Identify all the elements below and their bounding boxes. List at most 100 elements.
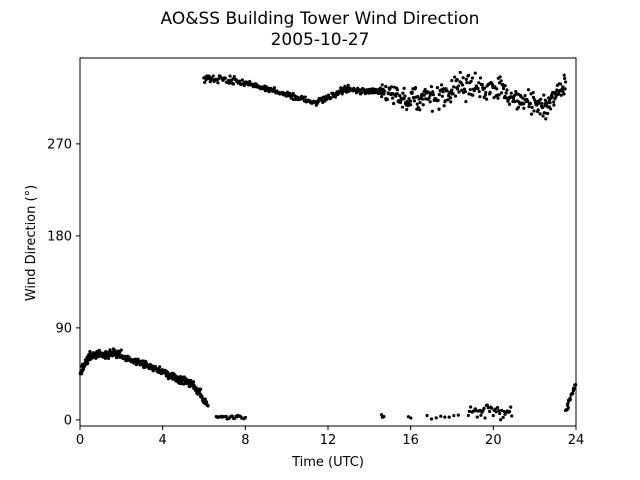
data-point [413, 85, 418, 90]
data-point [548, 100, 552, 105]
data-point [88, 349, 92, 354]
data-point [403, 94, 407, 98]
data-point [442, 87, 446, 91]
data-point [545, 101, 549, 105]
data-point [418, 100, 422, 105]
data-point [385, 97, 389, 101]
data-point [409, 103, 413, 107]
data-point [495, 87, 499, 91]
data-point [482, 406, 486, 411]
data-point [466, 413, 470, 418]
data-point [488, 90, 492, 95]
data-point [516, 105, 521, 110]
data-point [443, 415, 447, 419]
x-tick-label: 20 [485, 433, 502, 448]
data-point [509, 91, 513, 95]
data-point [449, 100, 453, 104]
chart-subtitle: 2005-10-27 [271, 30, 370, 50]
data-point [456, 413, 460, 417]
data-point [165, 370, 170, 374]
data-point [497, 93, 501, 97]
x-tick-label: 12 [320, 433, 337, 448]
data-point [572, 386, 576, 391]
data-point [528, 102, 533, 106]
x-tick-label: 4 [159, 433, 167, 448]
data-point [467, 92, 471, 96]
data-point [382, 92, 386, 96]
data-point [379, 413, 384, 417]
data-point [423, 87, 427, 92]
data-point [420, 97, 425, 101]
data-point [216, 77, 221, 81]
data-point [380, 83, 384, 87]
data-point [563, 87, 567, 91]
data-point [203, 397, 207, 401]
data-point [548, 107, 553, 111]
data-point [497, 409, 501, 413]
data-point [272, 86, 277, 90]
data-point [500, 408, 504, 412]
data-point [448, 96, 453, 100]
data-point [119, 348, 123, 352]
data-point [485, 403, 489, 407]
data-point [540, 106, 544, 110]
data-point [461, 76, 465, 80]
data-points [78, 70, 578, 422]
data-point [568, 397, 572, 402]
data-point [228, 74, 232, 78]
data-point [431, 93, 435, 97]
data-point [291, 97, 296, 102]
data-point [478, 95, 482, 99]
data-point [456, 84, 461, 88]
data-point [113, 348, 117, 353]
data-point [526, 99, 530, 103]
data-point [388, 87, 392, 91]
data-point [431, 90, 435, 94]
data-point [86, 359, 90, 363]
data-point [508, 409, 512, 414]
data-point [558, 82, 563, 86]
data-point [394, 94, 398, 98]
x-tick-label: 8 [241, 433, 249, 448]
data-point [204, 400, 209, 404]
data-point [471, 93, 475, 97]
y-tick-label: 90 [55, 321, 72, 336]
data-point [437, 93, 441, 97]
data-point [533, 98, 537, 102]
data-point [532, 109, 536, 113]
data-point [566, 406, 571, 410]
data-point [382, 414, 386, 419]
data-point [440, 94, 444, 98]
data-point [476, 86, 480, 91]
data-point [240, 78, 244, 82]
x-axis-label: Time (UTC) [291, 455, 364, 470]
data-point [493, 407, 497, 411]
data-point [402, 97, 406, 101]
data-point [207, 74, 211, 78]
data-point [429, 84, 433, 89]
data-point [430, 109, 434, 113]
data-point [529, 112, 534, 116]
data-point [369, 90, 373, 95]
data-point [401, 91, 405, 95]
data-point [482, 86, 487, 90]
data-point [402, 86, 406, 90]
data-point [224, 414, 228, 418]
data-point [374, 87, 378, 92]
data-point [563, 80, 568, 84]
data-point [469, 405, 473, 409]
data-point [552, 100, 556, 104]
data-point [223, 76, 228, 80]
data-point [453, 75, 457, 79]
data-point [425, 413, 429, 418]
data-point [451, 91, 455, 96]
data-point [442, 104, 446, 108]
data-point [208, 79, 212, 84]
data-point [464, 77, 468, 82]
data-point [531, 90, 535, 95]
data-point [498, 411, 502, 416]
data-point [439, 414, 443, 418]
data-point [452, 413, 456, 418]
data-point [473, 71, 477, 75]
